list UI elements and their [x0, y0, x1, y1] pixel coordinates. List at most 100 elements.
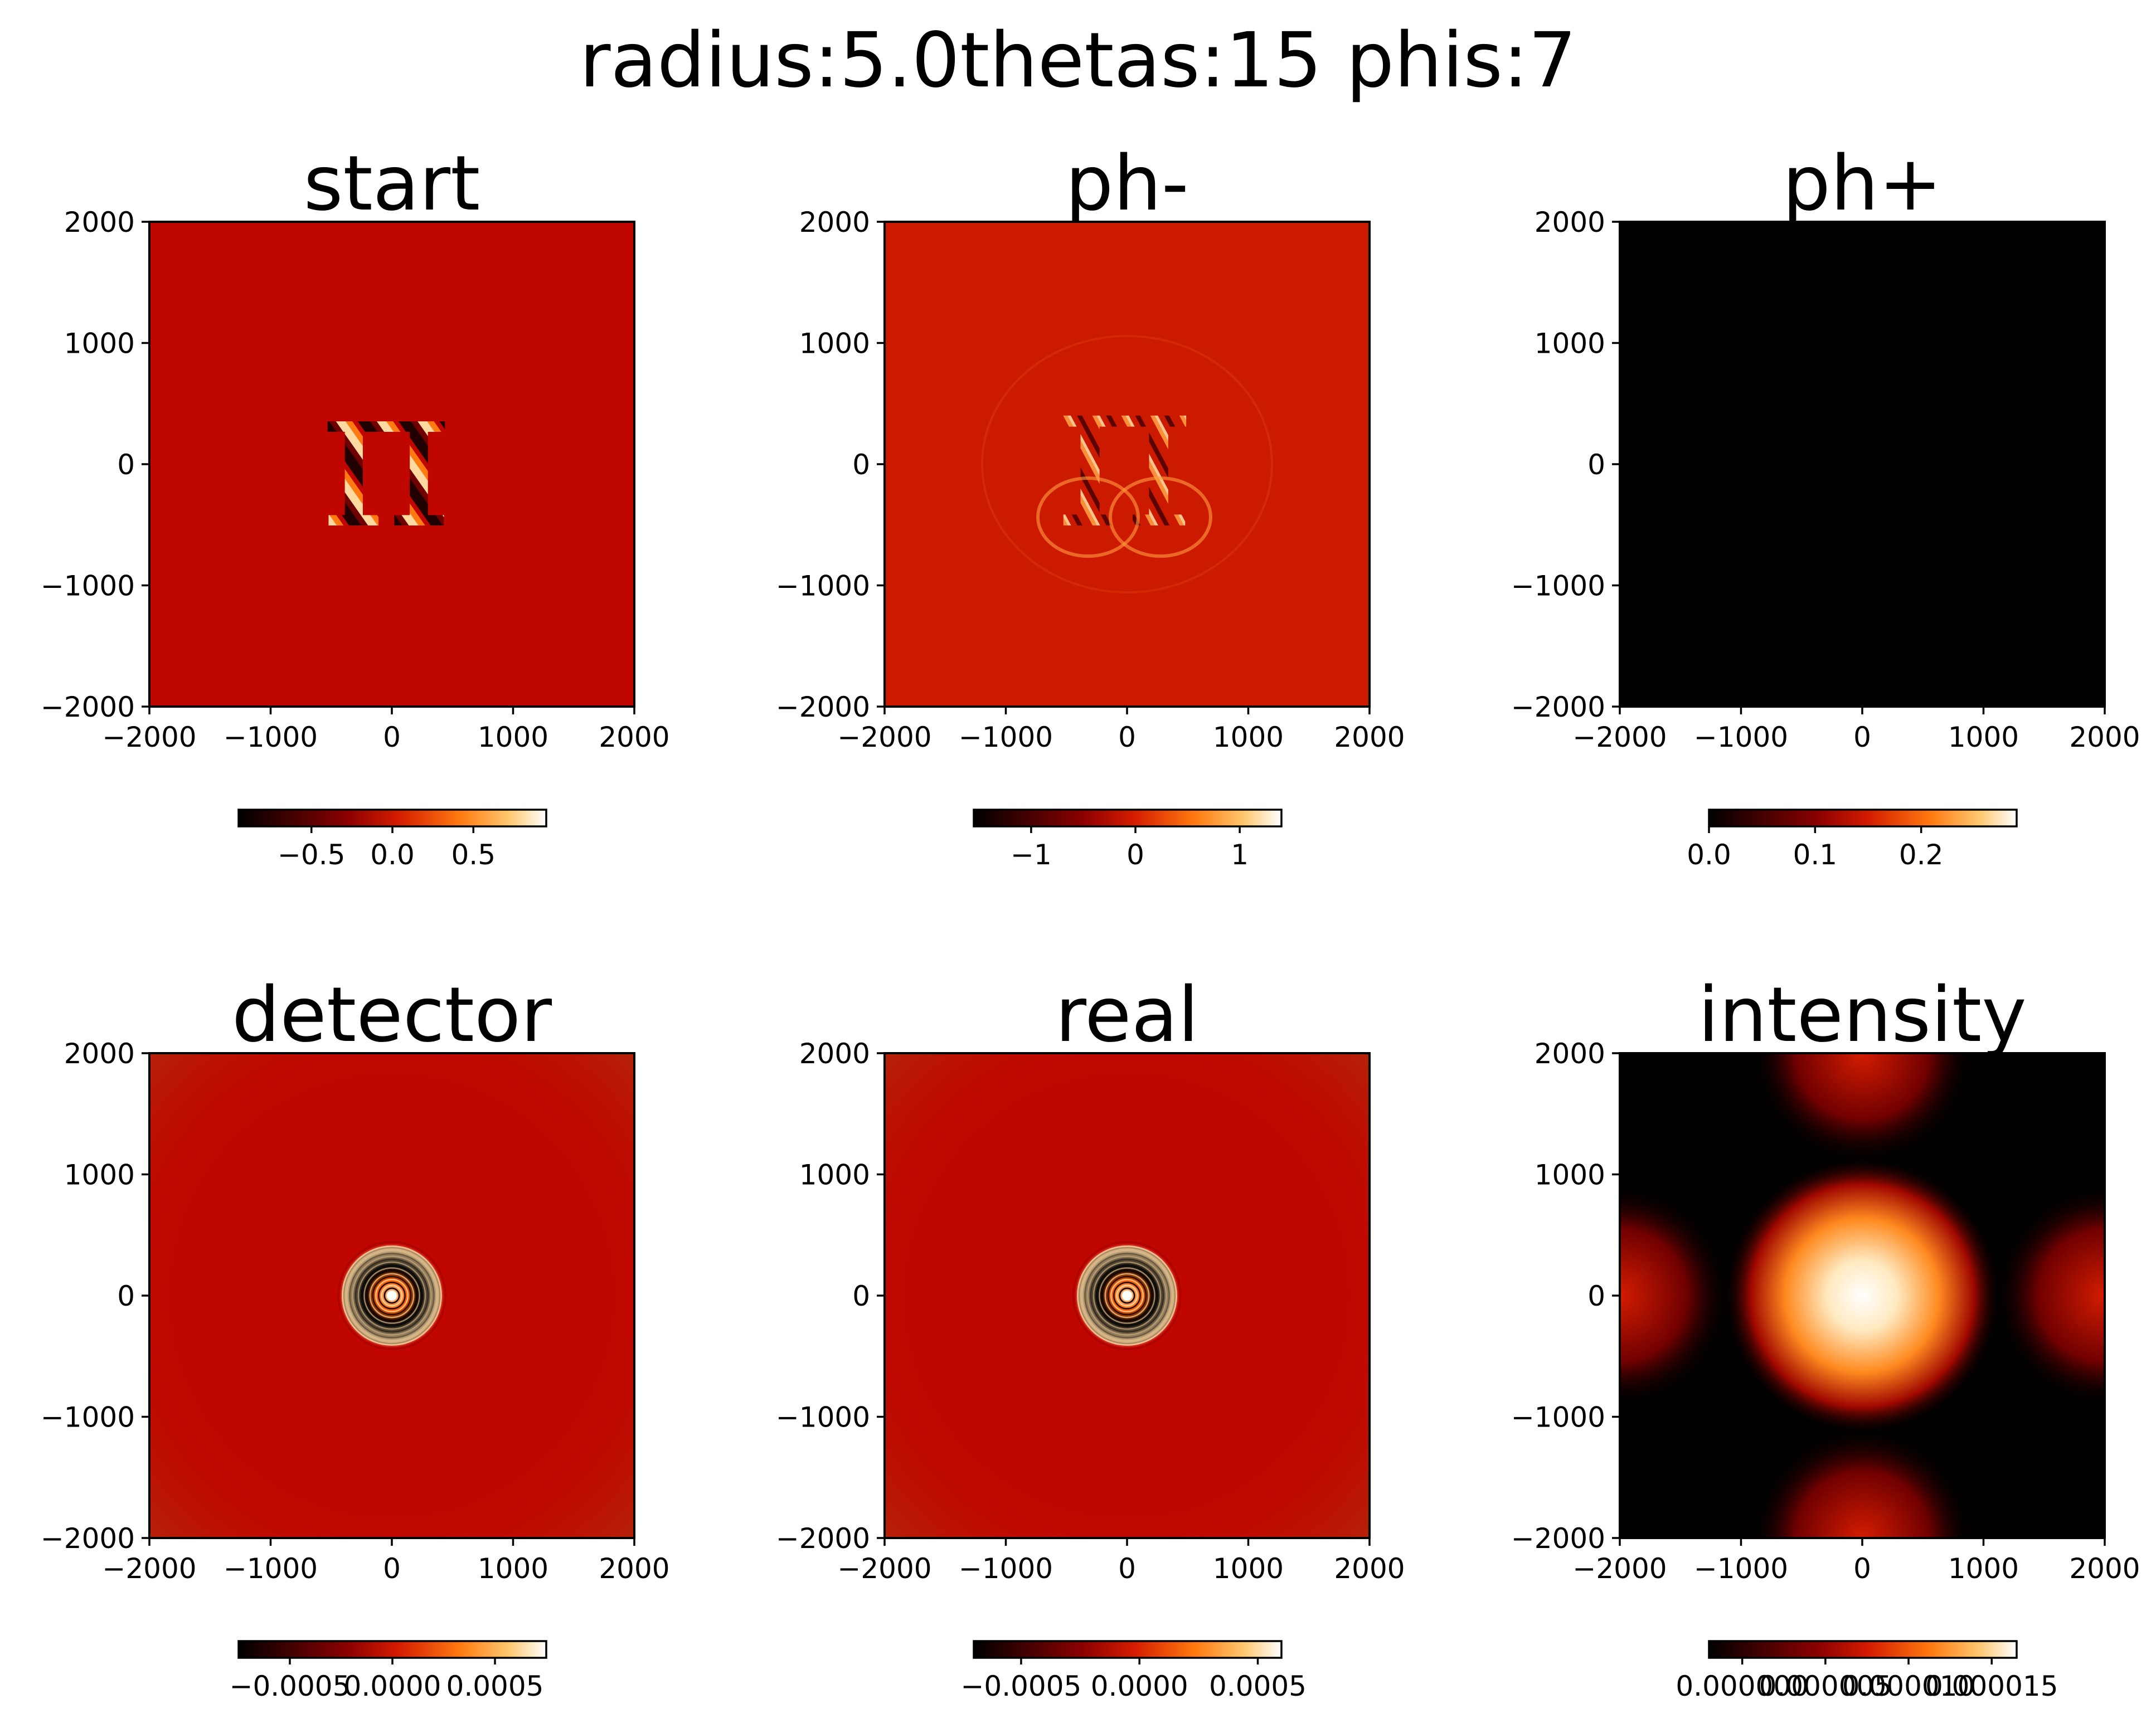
heatmap-image [149, 1053, 634, 1538]
x-tick-label: −1000 [1694, 1552, 1788, 1585]
colorbar-tick-label: −1 [1011, 839, 1052, 871]
colorbar: −0.0005 0.0000 0.0005 [960, 1640, 1307, 1702]
y-tick-label: 0 [852, 1280, 870, 1312]
x-tick-label: −2000 [837, 1552, 931, 1585]
y-tick-label: 2000 [64, 1038, 135, 1070]
x-tick-label: −2000 [1572, 1552, 1667, 1585]
heatmap-image [885, 1053, 1370, 1538]
panel-real: real −2000 −1000 0 1000 2000 2000 1000 0 −1000 −20… [776, 971, 1405, 1702]
y-tick-label: 0 [1587, 1280, 1605, 1312]
pi-pattern: π [321, 339, 453, 573]
panel-title: detector [232, 971, 552, 1059]
x-tick-label: 2000 [599, 721, 669, 753]
y-tick-label: 1000 [1535, 328, 1605, 360]
y-tick-label: 1000 [64, 1159, 135, 1191]
colorbar-tick-label: 0.000000 [1676, 1670, 1809, 1702]
colorbar-tick-label: −0.0005 [960, 1670, 1081, 1702]
y-tick-label: 1000 [799, 1159, 870, 1191]
x-tick-label: 1000 [478, 721, 548, 753]
y-tick-label: −2000 [776, 691, 870, 723]
y-tick-label: −1000 [776, 570, 870, 602]
y-tick-label: 0 [1587, 449, 1605, 481]
x-tick-label: −1000 [224, 721, 318, 753]
figure-title: radius:5.0thetas:15 phis:7 [580, 17, 1577, 105]
y-tick-label: 2000 [64, 206, 135, 239]
panel-title: ph- [1065, 140, 1189, 228]
panel-title: real [1055, 971, 1199, 1059]
x-tick-label: −1000 [1694, 721, 1788, 753]
y-tick-label: −2000 [41, 691, 135, 723]
y-tick-label: −1000 [1511, 1401, 1605, 1434]
y-tick-label: 0 [117, 1280, 135, 1312]
x-tick-label: 0 [1853, 721, 1871, 753]
intensity-peak [1723, 1156, 2002, 1435]
y-tick-label: −2000 [1511, 1522, 1605, 1555]
y-tick-label: 1000 [64, 328, 135, 360]
x-tick-label: 1000 [1948, 721, 2019, 753]
heatmap-image [1620, 1053, 2105, 1538]
panel-title: start [304, 140, 480, 228]
y-tick-label: −1000 [776, 1401, 870, 1434]
y-tick-label: 0 [117, 449, 135, 481]
panel-detector: detector −2000 −1000 0 1000 2000 2000 1000 0 −100… [41, 971, 670, 1702]
x-tick-label: −2000 [102, 1552, 196, 1585]
colorbar-tick-label: 0.000010 [1842, 1670, 1975, 1702]
colorbar-tick-label: 0 [1126, 839, 1144, 871]
colorbar: −1 0 1 [973, 809, 1283, 871]
colorbar-tick-label: −0.5 [278, 839, 345, 871]
colorbar: −0.5 0.0 0.5 [237, 809, 547, 871]
colorbar-tick-label: 0.000005 [1759, 1670, 1892, 1702]
panel-title: ph+ [1783, 140, 1942, 228]
x-tick-label: −2000 [1572, 721, 1667, 753]
x-tick-label: 0 [383, 1552, 401, 1585]
x-tick-label: −1000 [959, 721, 1053, 753]
colorbar: 0.0 0.1 0.2 [1687, 809, 2018, 871]
y-tick-label: −1000 [1511, 570, 1605, 602]
y-tick-label: −2000 [776, 1522, 870, 1555]
heatmap-image [1620, 222, 2105, 707]
x-tick-label: 0 [1118, 1552, 1136, 1585]
heatmap-image: π [149, 222, 634, 707]
colorbar-tick-label: 0.0000 [344, 1670, 441, 1702]
y-tick-label: 2000 [799, 1038, 870, 1070]
colorbar-tick-label: 0.0005 [1209, 1670, 1307, 1702]
x-tick-label: 2000 [2069, 721, 2140, 753]
y-tick-label: −1000 [41, 570, 135, 602]
x-tick-label: 2000 [599, 1552, 669, 1585]
x-tick-label: −2000 [102, 721, 196, 753]
x-tick-label: 0 [1118, 721, 1136, 753]
colorbar-tick-label: 1 [1231, 839, 1249, 871]
panel-ph-: ph-π −2000 −1000 0 1000 2000 2000 1000 0 −1000 −20… [776, 140, 1405, 871]
y-tick-label: 2000 [799, 206, 870, 239]
x-tick-label: −1000 [224, 1552, 318, 1585]
y-tick-label: −2000 [1511, 691, 1605, 723]
panel-ph-: ph+ −2000 −1000 0 1000 2000 2000 1000 0 −1000 −200… [1511, 140, 2140, 871]
x-tick-label: 2000 [1334, 1552, 1405, 1585]
y-tick-label: 1000 [1535, 1159, 1605, 1191]
fringe-pattern: π [1055, 329, 1194, 576]
colorbar-tick-label: 0.000015 [1925, 1670, 2058, 1702]
x-tick-label: 2000 [2069, 1552, 2140, 1585]
y-tick-label: 0 [852, 449, 870, 481]
heatmap-image: π [885, 222, 1370, 707]
panel-intensity: intensity −2000 −1000 0 1000 2000 2000 1000 0 −10… [1511, 971, 2140, 1702]
x-tick-label: −1000 [959, 1552, 1053, 1585]
y-tick-label: 1000 [799, 328, 870, 360]
colorbar-tick-label: 0.2 [1899, 839, 1944, 871]
x-tick-label: −2000 [837, 721, 931, 753]
panel-title: intensity [1698, 971, 2027, 1059]
y-tick-label: 2000 [1535, 1038, 1605, 1070]
x-tick-label: 1000 [1213, 721, 1284, 753]
x-tick-label: 0 [1853, 1552, 1871, 1585]
x-tick-label: 2000 [1334, 721, 1405, 753]
colorbar-tick-label: −0.0005 [230, 1670, 351, 1702]
x-tick-label: 0 [383, 721, 401, 753]
colorbar-tick-label: 0.0000 [1091, 1670, 1188, 1702]
x-tick-label: 1000 [478, 1552, 548, 1585]
colorbar-tick-label: 0.1 [1793, 839, 1838, 871]
x-tick-label: 1000 [1213, 1552, 1284, 1585]
